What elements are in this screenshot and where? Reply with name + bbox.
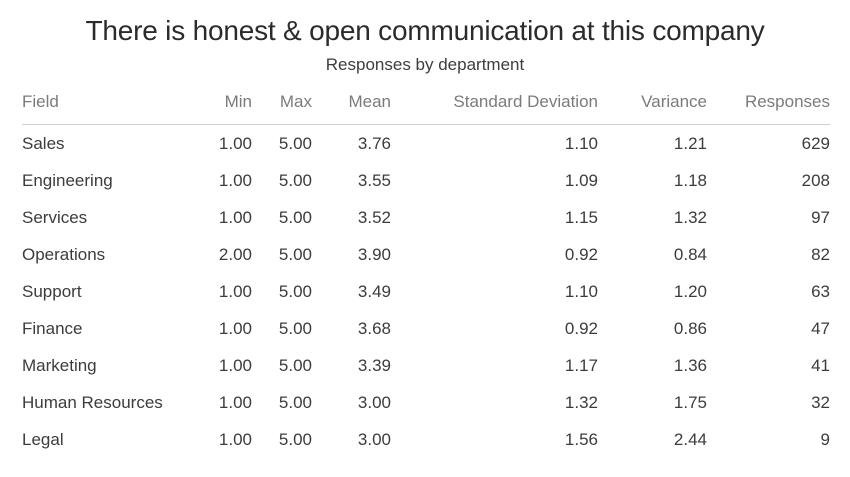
- column-header-standard-deviation: Standard Deviation: [391, 88, 598, 125]
- page-subtitle: Responses by department: [325, 55, 525, 74]
- standard-deviation-cell: 1.56: [564, 430, 598, 449]
- field-cell: Services: [22, 208, 88, 227]
- responses-cell: 9: [820, 430, 830, 449]
- min-cell: 1.00: [218, 171, 252, 190]
- field-cell: Operations: [22, 245, 106, 264]
- mean-cell: 3.68: [357, 319, 391, 338]
- min-cell: 1.00: [218, 319, 252, 338]
- responses-cell: 32: [811, 393, 830, 412]
- min-cell: 1.00: [218, 134, 252, 153]
- field-cell: Engineering: [22, 171, 113, 190]
- responses-cell: 63: [811, 282, 830, 301]
- min-cell: 1.00: [218, 282, 252, 301]
- min-cell: 1.00: [218, 393, 252, 412]
- table-body: Sales 1.00 5.00 3.76 1.10 1.21 629 Engin…: [22, 125, 830, 459]
- table-header-row: Field Min Max Mean Standard Deviation Va…: [22, 88, 830, 125]
- max-cell: 5.00: [278, 356, 312, 375]
- table-row: Support 1.00 5.00 3.49 1.10 1.20 63: [22, 273, 830, 310]
- variance-cell: 1.36: [673, 356, 707, 375]
- field-cell: Support: [22, 282, 82, 301]
- responses-cell: 82: [811, 245, 830, 264]
- standard-deviation-cell: 1.17: [564, 356, 598, 375]
- responses-by-department-table: Field Min Max Mean Standard Deviation Va…: [22, 88, 830, 458]
- table-row: Finance 1.00 5.00 3.68 0.92 0.86 47: [22, 310, 830, 347]
- responses-cell: 47: [811, 319, 830, 338]
- max-cell: 5.00: [278, 134, 312, 153]
- variance-cell: 0.86: [673, 319, 707, 338]
- table-row: Operations 2.00 5.00 3.90 0.92 0.84 82: [22, 236, 830, 273]
- field-cell: Sales: [22, 134, 65, 153]
- mean-cell: 3.39: [357, 356, 391, 375]
- min-cell: 1.00: [218, 356, 252, 375]
- column-header-field: Field: [22, 88, 208, 125]
- variance-cell: 1.32: [673, 208, 707, 227]
- mean-cell: 3.90: [357, 245, 391, 264]
- min-cell: 1.00: [218, 430, 252, 449]
- max-cell: 5.00: [278, 430, 312, 449]
- page-title: There is honest & open communication at …: [85, 15, 765, 46]
- mean-cell: 3.00: [357, 430, 391, 449]
- variance-cell: 1.20: [673, 282, 707, 301]
- responses-cell: 97: [811, 208, 830, 227]
- max-cell: 5.00: [278, 208, 312, 227]
- standard-deviation-cell: 0.92: [564, 245, 598, 264]
- standard-deviation-cell: 1.09: [564, 171, 598, 190]
- min-cell: 2.00: [218, 245, 252, 264]
- mean-cell: 3.00: [357, 393, 391, 412]
- table-row: Sales 1.00 5.00 3.76 1.10 1.21 629: [22, 125, 830, 163]
- column-header-mean: Mean: [312, 88, 391, 125]
- responses-cell: 208: [801, 171, 830, 190]
- max-cell: 5.00: [278, 171, 312, 190]
- responses-cell: 629: [801, 134, 830, 153]
- max-cell: 5.00: [278, 393, 312, 412]
- variance-cell: 1.75: [673, 393, 707, 412]
- mean-cell: 3.55: [357, 171, 391, 190]
- standard-deviation-cell: 0.92: [564, 319, 598, 338]
- min-cell: 1.00: [218, 208, 252, 227]
- column-header-min: Min: [208, 88, 252, 125]
- table-row: Services 1.00 5.00 3.52 1.15 1.32 97: [22, 199, 830, 236]
- standard-deviation-cell: 1.10: [564, 282, 598, 301]
- table-row: Legal 1.00 5.00 3.00 1.56 2.44 9: [22, 421, 830, 458]
- column-header-variance: Variance: [598, 88, 707, 125]
- max-cell: 5.00: [278, 319, 312, 338]
- table-row: Marketing 1.00 5.00 3.39 1.17 1.36 41: [22, 347, 830, 384]
- standard-deviation-cell: 1.15: [564, 208, 598, 227]
- table-row: Human Resources 1.00 5.00 3.00 1.32 1.75…: [22, 384, 830, 421]
- max-cell: 5.00: [278, 245, 312, 264]
- responses-cell: 41: [811, 356, 830, 375]
- max-cell: 5.00: [278, 282, 312, 301]
- variance-cell: 1.18: [673, 171, 707, 190]
- mean-cell: 3.76: [357, 134, 391, 153]
- field-cell: Legal: [22, 430, 64, 449]
- mean-cell: 3.52: [357, 208, 391, 227]
- variance-cell: 1.21: [673, 134, 707, 153]
- table-row: Engineering 1.00 5.00 3.55 1.09 1.18 208: [22, 162, 830, 199]
- variance-cell: 0.84: [673, 245, 707, 264]
- column-header-max: Max: [252, 88, 312, 125]
- field-cell: Human Resources: [22, 393, 163, 412]
- mean-cell: 3.49: [357, 282, 391, 301]
- field-cell: Finance: [22, 319, 83, 338]
- standard-deviation-cell: 1.10: [564, 134, 598, 153]
- variance-cell: 2.44: [673, 430, 707, 449]
- column-header-responses: Responses: [707, 88, 830, 125]
- standard-deviation-cell: 1.32: [564, 393, 598, 412]
- field-cell: Marketing: [22, 356, 97, 375]
